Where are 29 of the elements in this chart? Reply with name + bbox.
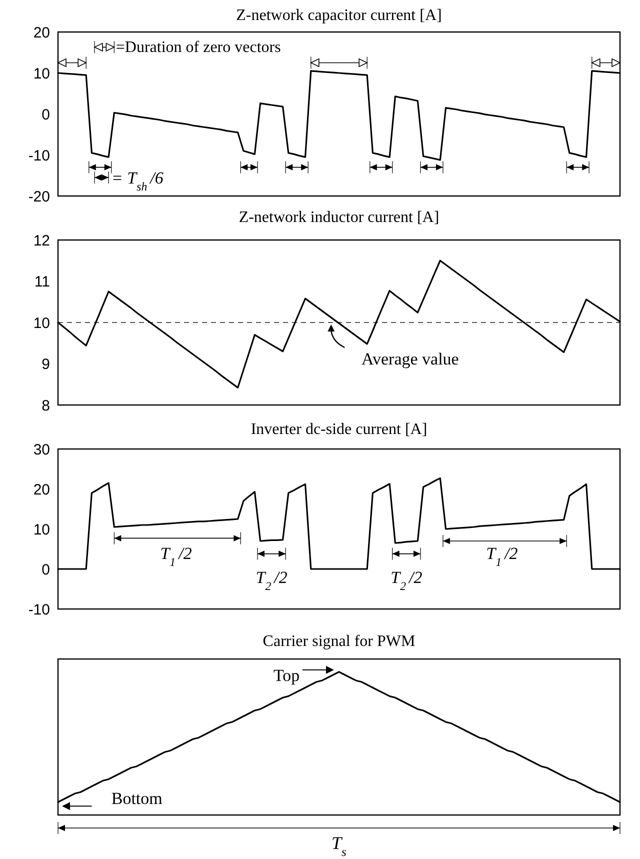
y-tick-label: 0 — [42, 561, 50, 578]
y-tick-label: 30 — [33, 441, 50, 458]
annotation: =Duration of zero vectors — [116, 39, 281, 56]
annotation: T$_{2}$/2 — [390, 568, 423, 593]
y-tick-label: 11 — [34, 274, 50, 290]
y-tick-label: 12 — [33, 232, 50, 250]
chart-title: Carrier signal for PWM — [262, 633, 416, 650]
y-tick-label: 8 — [42, 397, 50, 414]
y-tick-label: -10 — [28, 601, 50, 618]
y-tick-label: 20 — [33, 24, 50, 42]
text: T$_{s}$ — [332, 833, 347, 859]
y-tick-label: -10 — [28, 147, 50, 164]
annotation: Bottom — [111, 789, 162, 808]
annotation: T$_{1}$/2 — [486, 544, 518, 569]
y-tick-label: 20 — [33, 481, 50, 498]
y-tick-label: 9 — [42, 356, 50, 373]
annotation: T$_{2}$/2 — [256, 568, 288, 593]
y-tick-label: 10 — [33, 65, 50, 82]
y-tick-label: 10 — [33, 314, 50, 332]
annotation: = T$_{sh}$/6 — [111, 168, 164, 194]
annotation: Top — [273, 666, 300, 685]
ref-line-label: Average value — [361, 350, 459, 368]
chart-title: Z-network capacitor current [A] — [236, 7, 442, 24]
y-tick-label: 10 — [33, 521, 50, 538]
y-tick-label: 0 — [42, 106, 50, 124]
annotation: T$_{1}$/2 — [160, 544, 192, 569]
chart-title: Z-network inductor current [A] — [238, 209, 440, 226]
chart-title: Inverter dc-side current [A] — [250, 421, 428, 438]
y-tick-label: -20 — [28, 188, 50, 206]
